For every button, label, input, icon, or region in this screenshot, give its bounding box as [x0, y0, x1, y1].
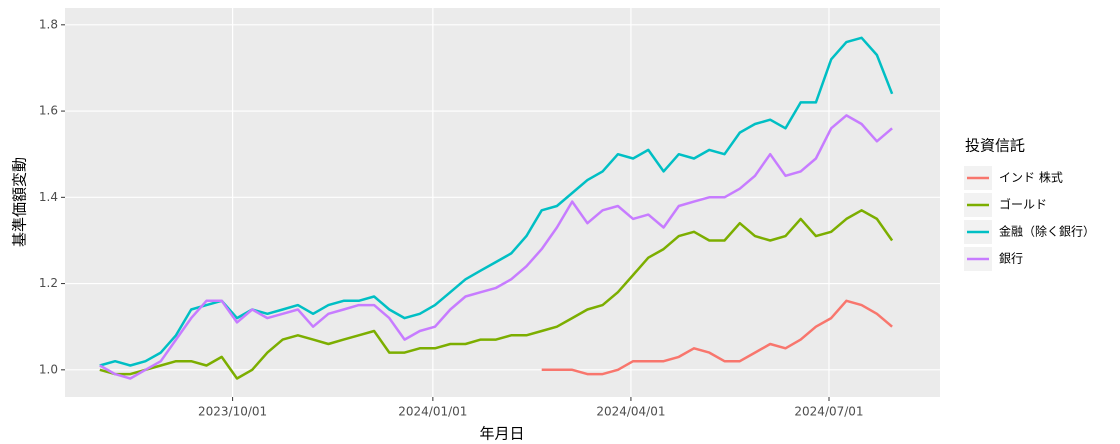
- x-axis-title: 年月日: [479, 425, 524, 443]
- x-tick-label: 2024/01/01: [398, 405, 467, 419]
- y-tick-label: 1.8: [39, 17, 58, 31]
- plot-panel: [65, 8, 940, 397]
- legend-title: 投資信託: [965, 137, 1025, 155]
- x-tick-label: 2024/07/01: [794, 405, 863, 419]
- x-tick-label: 2024/04/01: [596, 405, 665, 419]
- x-tick-label: 2023/10/01: [198, 405, 267, 419]
- legend-label: 金融（除く銀行）: [999, 224, 1095, 239]
- y-tick-label: 1.4: [39, 190, 58, 204]
- series-line: [99, 36, 894, 367]
- y-tick-label: 1.0: [39, 362, 58, 376]
- y-tick-label: 1.6: [39, 104, 58, 118]
- legend-label: インド 株式: [999, 170, 1063, 185]
- series-line: [99, 114, 893, 380]
- legend-label: ゴールド: [999, 197, 1047, 212]
- y-axis-title: 基準価額変動: [11, 157, 29, 247]
- legend-label: 銀行: [999, 252, 1023, 266]
- series-line: [99, 209, 894, 380]
- y-tick-label: 1.2: [39, 276, 58, 290]
- series-line: [541, 299, 893, 376]
